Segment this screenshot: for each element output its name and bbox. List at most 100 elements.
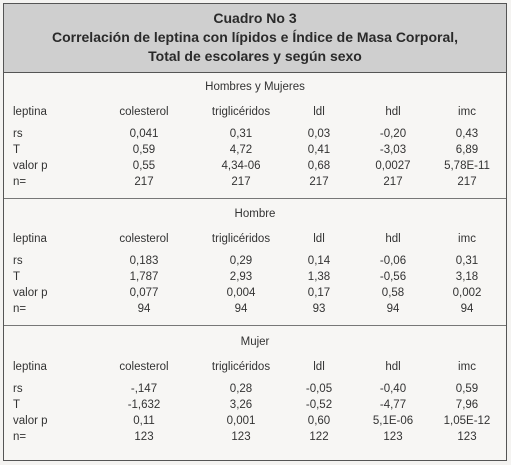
cell: 94: [234, 303, 248, 315]
cell: -1,632: [127, 399, 161, 411]
cell: 2,93: [229, 271, 253, 283]
cell: 93: [312, 303, 326, 315]
section-title: Hombres y Mujeres: [205, 81, 305, 93]
cell: 0,59: [455, 383, 479, 395]
cell: -0,20: [379, 128, 407, 140]
row-label: valor p: [13, 415, 48, 427]
cell: -0,56: [379, 271, 407, 283]
cell: 4,34-06: [221, 160, 261, 172]
cell: 122: [309, 431, 329, 443]
cell: 6,89: [455, 144, 479, 156]
cell: 0,077: [129, 287, 159, 299]
cell: 94: [460, 303, 474, 315]
cell: 0,41: [307, 144, 331, 156]
row-label: T: [13, 399, 21, 411]
column-header: triglicéridos: [211, 361, 271, 373]
cell: 123: [231, 431, 251, 443]
section-title: Mujer: [240, 336, 270, 348]
cell: 0,17: [307, 287, 331, 299]
column-header: imc: [458, 233, 476, 245]
cell: 0,03: [307, 128, 331, 140]
cell: 0,31: [229, 128, 253, 140]
section-title: Hombre: [234, 208, 276, 220]
cell: 7,96: [455, 399, 479, 411]
cell: -0,52: [305, 399, 333, 411]
cell: 0,68: [307, 160, 331, 172]
cell: 217: [383, 176, 403, 188]
row-label: valor p: [13, 287, 48, 299]
column-header: hdl: [385, 106, 401, 118]
cell: 5,78E-11: [444, 160, 490, 172]
cell: 217: [231, 176, 251, 188]
cell: 217: [457, 176, 477, 188]
cell: 94: [386, 303, 400, 315]
cell: 5,1E-06: [372, 415, 414, 427]
cell: -4,77: [379, 399, 407, 411]
column-header: leptina: [13, 233, 47, 245]
row-label: rs: [13, 383, 23, 395]
cell: 0,31: [455, 255, 479, 267]
cell: 0,11: [133, 415, 155, 427]
column-header: imc: [458, 106, 476, 118]
title-line: Total de escolares y según sexo: [148, 48, 362, 64]
row-label: rs: [13, 128, 23, 140]
cell: 217: [134, 176, 154, 188]
column-header: colesterol: [119, 233, 169, 245]
column-header: hdl: [385, 233, 401, 245]
cell: 0,0027: [375, 160, 411, 172]
column-header: colesterol: [119, 106, 169, 118]
column-header: leptina: [13, 361, 47, 373]
cell: -0,06: [379, 255, 407, 267]
column-header: ldl: [313, 106, 325, 118]
row-label: n=: [13, 176, 27, 188]
column-header: triglicéridos: [211, 233, 271, 245]
cell: 217: [309, 176, 329, 188]
cell: 0,041: [129, 128, 159, 140]
cell: 0,28: [229, 383, 253, 395]
column-header: leptina: [13, 106, 47, 118]
row-label: T: [13, 144, 21, 156]
title-line: Correlación de leptina con lípidos e Índ…: [51, 29, 459, 45]
cell: -0,40: [379, 383, 407, 395]
cell: 1,05E-12: [443, 415, 491, 427]
cell: -0,05: [305, 383, 333, 395]
cell: 0,43: [455, 128, 479, 140]
separator: [4, 198, 506, 199]
column-header: hdl: [385, 361, 401, 373]
cell: 0,001: [226, 415, 256, 427]
row-label: rs: [13, 255, 23, 267]
column-header: ldl: [313, 361, 325, 373]
cell: -3,03: [379, 144, 407, 156]
cell: 123: [457, 431, 477, 443]
table-frame: Cuadro No 3 Correlación de leptina con lí…: [3, 3, 507, 461]
cell: 94: [137, 303, 151, 315]
cell: 3,18: [455, 271, 479, 283]
cell: 0,14: [307, 255, 331, 267]
cell: 123: [134, 431, 154, 443]
row-label: T: [13, 271, 21, 283]
cell: 1,787: [129, 271, 159, 283]
column-header: ldl: [313, 233, 325, 245]
cell: 123: [383, 431, 403, 443]
column-header: colesterol: [119, 361, 169, 373]
cell: 3,26: [229, 399, 253, 411]
row-label: n=: [13, 303, 27, 315]
separator: [4, 325, 506, 326]
header: Cuadro No 3 Correlación de leptina con lí…: [4, 4, 506, 73]
cell: 0,183: [129, 255, 159, 267]
cell: 1,38: [307, 271, 331, 283]
cell: 0,58: [381, 287, 405, 299]
cell: 0,29: [229, 255, 253, 267]
cell: 0,002: [452, 287, 482, 299]
cell: 0,60: [307, 415, 331, 427]
row-label: valor p: [13, 160, 48, 172]
column-header: triglicéridos: [211, 106, 271, 118]
cell: 4,72: [229, 144, 253, 156]
cell: 0,004: [226, 287, 256, 299]
title-line: Cuadro No 3: [213, 10, 297, 26]
cell: -,147: [130, 383, 158, 395]
row-label: n=: [13, 431, 27, 443]
cell: 0,55: [132, 160, 156, 172]
column-header: imc: [458, 361, 476, 373]
cell: 0,59: [132, 144, 156, 156]
